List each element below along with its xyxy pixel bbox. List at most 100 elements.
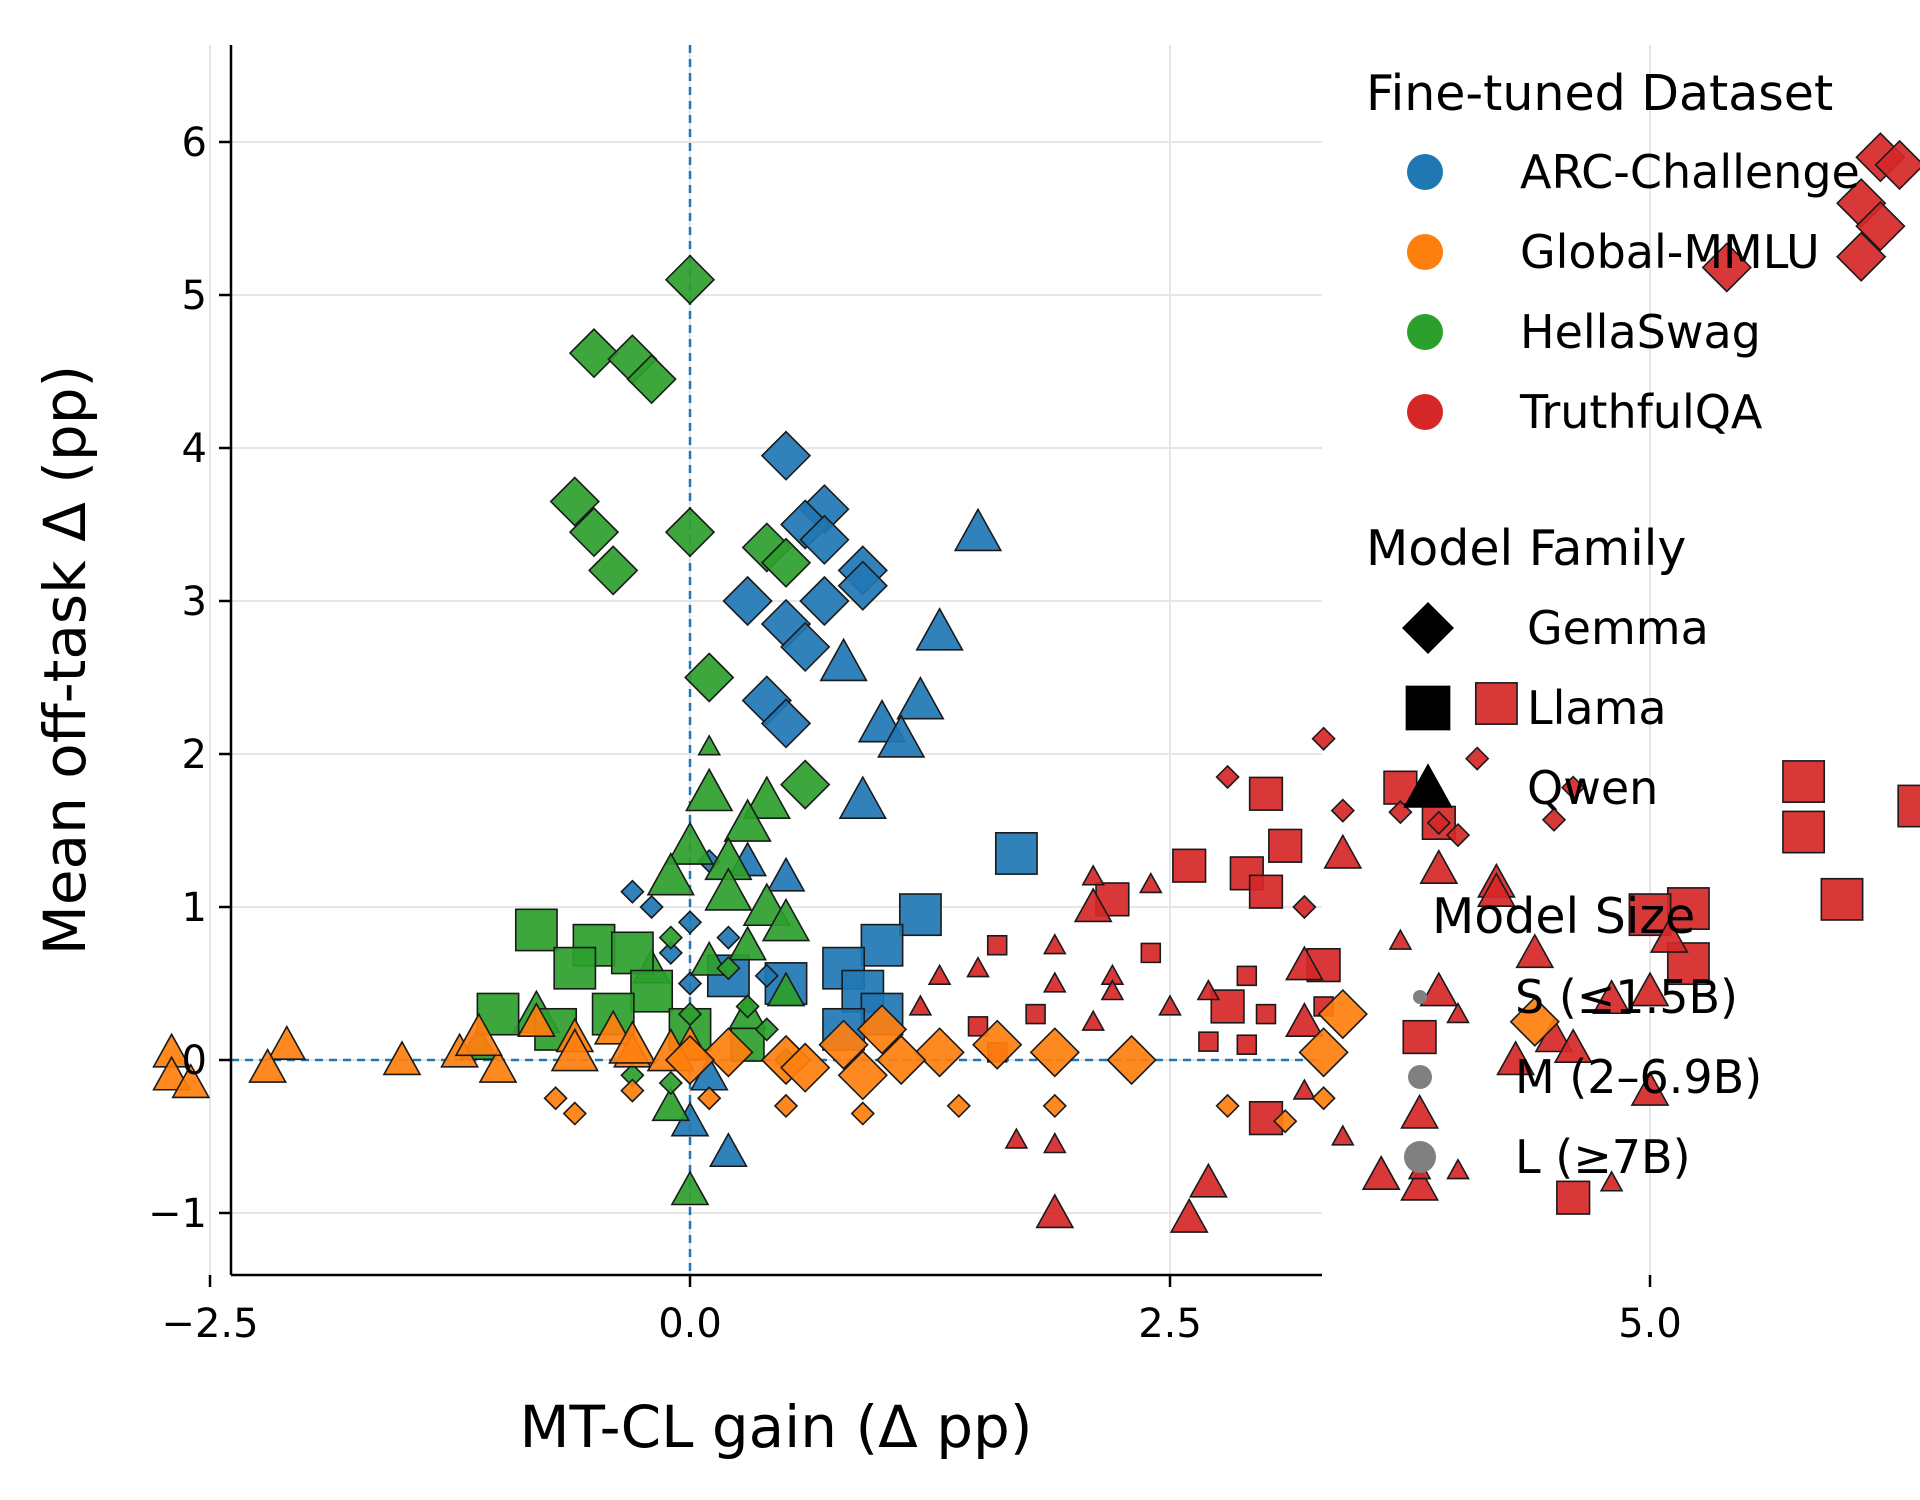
- point-qwen: [608, 1020, 657, 1064]
- point-gemma: [1042, 1093, 1067, 1119]
- point-gemma: [1273, 1109, 1298, 1134]
- point-qwen: [766, 856, 806, 892]
- point-qwen: [1188, 1162, 1228, 1198]
- legend-label-dataset: Global-MMLU: [1520, 225, 1820, 279]
- point-qwen: [1330, 1124, 1355, 1146]
- point-llama: [553, 946, 597, 990]
- point-gemma: [1465, 746, 1490, 771]
- point-gemma: [722, 575, 773, 627]
- point-qwen: [728, 925, 768, 961]
- point-gemma: [1029, 1027, 1080, 1078]
- legend-marker-diamond-icon: [1402, 602, 1454, 654]
- point-llama: [1666, 887, 1710, 930]
- reference-lines: [231, 45, 1322, 1275]
- point-qwen: [953, 507, 1003, 552]
- point-gemma: [658, 1070, 683, 1096]
- point-llama: [1268, 828, 1303, 863]
- point-qwen: [1592, 979, 1632, 1015]
- y-tick-label: 5: [182, 273, 207, 319]
- point-llama: [1172, 848, 1207, 883]
- point-llama: [1025, 1003, 1046, 1025]
- point-qwen: [1400, 1165, 1440, 1201]
- point-llama: [967, 1016, 989, 1037]
- point-qwen: [1496, 1040, 1536, 1076]
- point-gemma: [588, 545, 639, 596]
- point-qwen: [478, 1047, 518, 1083]
- legend-title-datasets: Fine-tuned Dataset: [1366, 65, 1833, 122]
- point-qwen: [708, 1132, 748, 1168]
- point-gemma: [1561, 775, 1586, 800]
- legend-swatch-arc-challenge: [1407, 154, 1443, 190]
- point-gemma: [760, 430, 812, 481]
- point-llama: [986, 934, 1008, 956]
- point-qwen: [1100, 979, 1125, 1001]
- point-gemma: [760, 537, 812, 588]
- point-gemma: [664, 507, 716, 558]
- point-qwen: [966, 956, 990, 978]
- point-gemma: [799, 514, 850, 565]
- point-qwen: [927, 963, 952, 986]
- point-gemma: [658, 925, 683, 950]
- point-llama: [1782, 760, 1826, 803]
- point-gemma: [780, 1042, 831, 1093]
- legend-label-size: M (2–6.9B): [1515, 1050, 1762, 1104]
- legend-label-dataset: TruthfulQA: [1519, 385, 1763, 439]
- point-qwen: [1476, 872, 1516, 907]
- legend-size-marker-s: [1413, 990, 1427, 1004]
- point-qwen: [1292, 1078, 1317, 1100]
- point-qwen: [1035, 1193, 1075, 1229]
- point-llama: [1248, 874, 1284, 909]
- point-qwen: [742, 775, 791, 819]
- point-gemma: [972, 1019, 1023, 1070]
- point-gemma: [735, 994, 760, 1019]
- legend-label-size: S (≤1.5B): [1515, 970, 1738, 1024]
- point-llama: [1140, 942, 1162, 964]
- point-llama: [1782, 810, 1826, 854]
- point-qwen: [248, 1047, 288, 1083]
- legend-label-dataset: HellaSwag: [1520, 305, 1761, 359]
- point-gemma: [664, 254, 716, 305]
- y-tick-label: 4: [182, 426, 207, 472]
- point-llama: [630, 969, 674, 1013]
- point-gemma: [837, 1050, 888, 1101]
- point-gemma: [639, 894, 664, 920]
- point-gemma: [876, 1034, 927, 1086]
- x-tick-label: 5.0: [1618, 1301, 1682, 1347]
- y-tick-label: 2: [182, 732, 207, 778]
- point-gemma: [549, 476, 600, 527]
- point-gemma: [626, 354, 677, 405]
- point-gemma: [620, 879, 645, 904]
- point-llama: [1255, 1003, 1277, 1025]
- point-qwen: [1081, 1009, 1106, 1031]
- point-qwen: [1649, 917, 1689, 953]
- point-gemma: [799, 575, 850, 627]
- legend-marker-triangle-icon: [1403, 763, 1453, 808]
- point-gemma: [562, 1101, 587, 1126]
- y-tick-label: 1: [182, 885, 207, 931]
- point-gemma: [677, 910, 703, 935]
- x-tick-label: 2.5: [1138, 1301, 1202, 1347]
- point-qwen: [651, 1086, 691, 1122]
- y-tick-label: 0: [182, 1038, 207, 1084]
- point-llama: [898, 893, 942, 937]
- point-qwen: [1553, 1028, 1593, 1063]
- point-gemma: [850, 1101, 875, 1126]
- point-gemma: [716, 925, 741, 950]
- point-gemma: [697, 1086, 722, 1111]
- point-qwen: [896, 676, 945, 720]
- series-truthfulqa: [908, 132, 1920, 1233]
- legend-title-families: Model Family: [1366, 520, 1686, 577]
- legend: Fine-tuned Dataset ARC-Challenge Global-MM…: [1366, 65, 1860, 1184]
- point-gemma: [1855, 201, 1906, 252]
- point-llama: [1820, 877, 1864, 921]
- point-qwen: [723, 798, 772, 842]
- point-gemma: [620, 1078, 645, 1103]
- point-gemma: [754, 1017, 779, 1042]
- point-gemma: [1541, 807, 1567, 832]
- legend-swatch-global-mmlu: [1407, 234, 1443, 270]
- point-qwen: [1004, 1127, 1029, 1149]
- point-gemma: [780, 621, 831, 673]
- y-axis-label: Mean off-task Δ (pp): [31, 365, 99, 955]
- point-llama: [860, 923, 904, 967]
- point-qwen: [685, 767, 734, 812]
